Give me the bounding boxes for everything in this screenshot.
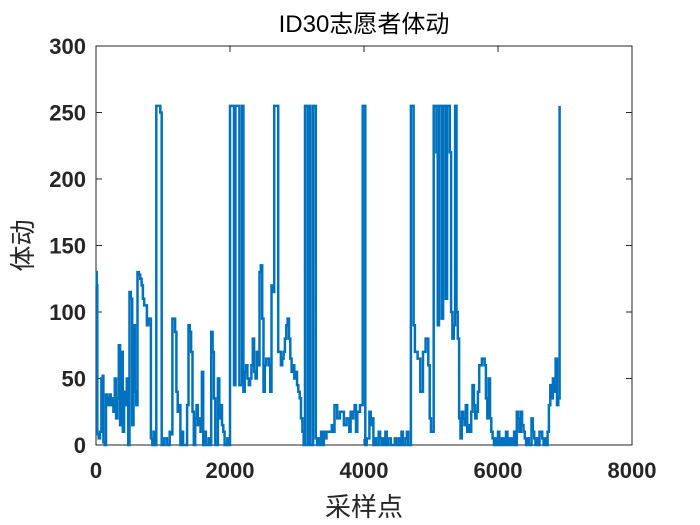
y-tick-label: 0 xyxy=(74,433,86,458)
y-tick-label: 300 xyxy=(49,34,86,59)
chart-title: ID30志愿者体动 xyxy=(279,11,450,38)
x-tick-label: 6000 xyxy=(474,458,523,483)
y-tick-label: 50 xyxy=(62,367,86,392)
series-group xyxy=(95,104,561,447)
axis-ticks: 0 2000 4000 6000 8000 0 50 100 150 200 250 300 xyxy=(49,34,656,483)
y-tick-label: 250 xyxy=(49,101,86,126)
y-axis-label: 体动 xyxy=(9,219,39,271)
y-tick-label: 150 xyxy=(49,234,86,259)
y-tick-label: 100 xyxy=(49,300,86,325)
x-tick-label: 2000 xyxy=(206,458,255,483)
x-axis-label: 采样点 xyxy=(325,493,403,523)
x-tick-label: 4000 xyxy=(340,458,389,483)
plot-area xyxy=(95,45,633,446)
x-tick-label: 8000 xyxy=(608,458,657,483)
x-tick-label: 0 xyxy=(90,458,102,483)
series-line xyxy=(95,104,561,447)
y-tick-label: 200 xyxy=(49,167,86,192)
